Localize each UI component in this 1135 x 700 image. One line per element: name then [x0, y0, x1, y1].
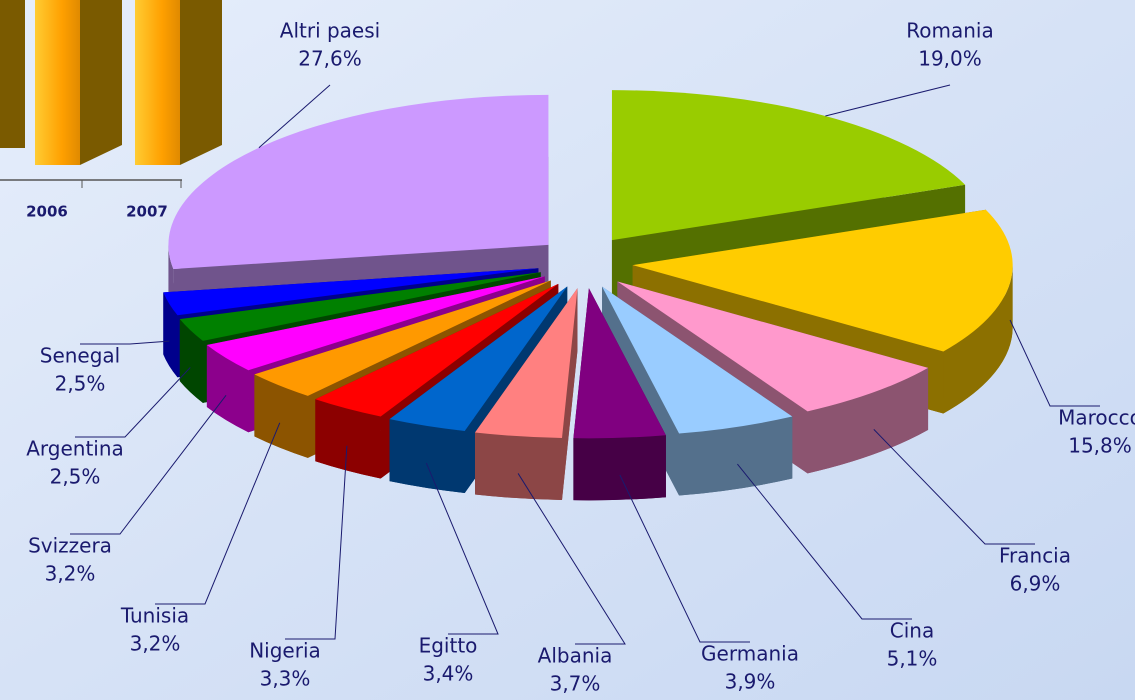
slice — [206, 276, 545, 371]
slice-label: Nigeria — [249, 639, 321, 663]
slice-value-label: 3,3% — [260, 667, 311, 691]
slice-side — [573, 435, 666, 501]
leader-line — [258, 84, 331, 149]
bar-front — [35, 0, 80, 165]
leader-line — [737, 463, 912, 620]
bar-front — [135, 0, 180, 165]
slice-label: Svizzera — [28, 534, 112, 558]
slice — [179, 272, 541, 341]
leader-line — [1009, 319, 1100, 407]
slice-side — [389, 419, 465, 493]
slice-label: Altri paesi — [280, 19, 380, 43]
slice-label: Germania — [701, 642, 799, 666]
slice-value-label: 3,2% — [45, 562, 96, 586]
slice-side — [163, 292, 178, 378]
leader-line — [80, 340, 170, 345]
slice-side — [206, 345, 249, 433]
slice — [475, 288, 578, 438]
slice-label: Egitto — [419, 634, 478, 658]
slice-side — [254, 374, 308, 458]
slice — [611, 90, 966, 241]
slice-side — [679, 416, 793, 496]
slice-side — [179, 319, 203, 403]
slice-label: Argentina — [26, 437, 124, 461]
slice-label: Francia — [999, 544, 1071, 568]
partial-bar-chart — [0, 0, 182, 188]
bar-side — [180, 0, 222, 165]
slice-label: Tunisia — [120, 604, 189, 628]
leader-line — [425, 462, 499, 635]
bar-side — [0, 0, 25, 148]
slice-side — [943, 265, 1013, 414]
slice-value-label: 15,8% — [1068, 434, 1132, 458]
slice-value-label: 3,2% — [130, 632, 181, 656]
slice — [315, 283, 559, 417]
slice-value-label: 3,7% — [550, 672, 601, 696]
slice-side — [475, 432, 562, 500]
slice-side — [807, 367, 929, 474]
slice-value-label: 3,9% — [725, 670, 776, 694]
leader-line — [825, 84, 951, 117]
leader-line — [619, 474, 750, 643]
x-tick-label: 2007 — [126, 203, 168, 221]
slice-label: Senegal — [40, 344, 121, 368]
slice — [254, 280, 551, 396]
slice-value-label: 3,4% — [423, 662, 474, 686]
leader-line — [873, 429, 1035, 545]
slice — [602, 286, 793, 434]
slice — [163, 268, 539, 316]
slice — [168, 94, 549, 270]
leader-line — [517, 473, 626, 645]
slice-label: Romania — [906, 19, 993, 43]
slice-value-label: 2,5% — [55, 372, 106, 396]
slice-value-label: 2,5% — [50, 465, 101, 489]
slice-value-label: 19,0% — [918, 47, 982, 71]
slice — [573, 288, 666, 439]
slice — [389, 286, 568, 431]
leader-line — [155, 422, 281, 605]
x-tick-label: 2006 — [26, 203, 68, 221]
leader-line — [75, 367, 191, 438]
slice-value-label: 27,6% — [298, 47, 362, 71]
bar-side — [80, 0, 122, 165]
slice-value-label: 6,9% — [1010, 572, 1061, 596]
slice-label: Albania — [538, 644, 613, 668]
leader-line — [70, 394, 227, 535]
leader-line — [285, 445, 348, 640]
slice — [617, 281, 929, 412]
slice-label: Cina — [890, 619, 934, 643]
slice-label: Marocco — [1058, 406, 1135, 430]
slice-value-label: 5,1% — [887, 647, 938, 671]
slice-side — [315, 399, 381, 479]
slice — [632, 209, 1013, 352]
